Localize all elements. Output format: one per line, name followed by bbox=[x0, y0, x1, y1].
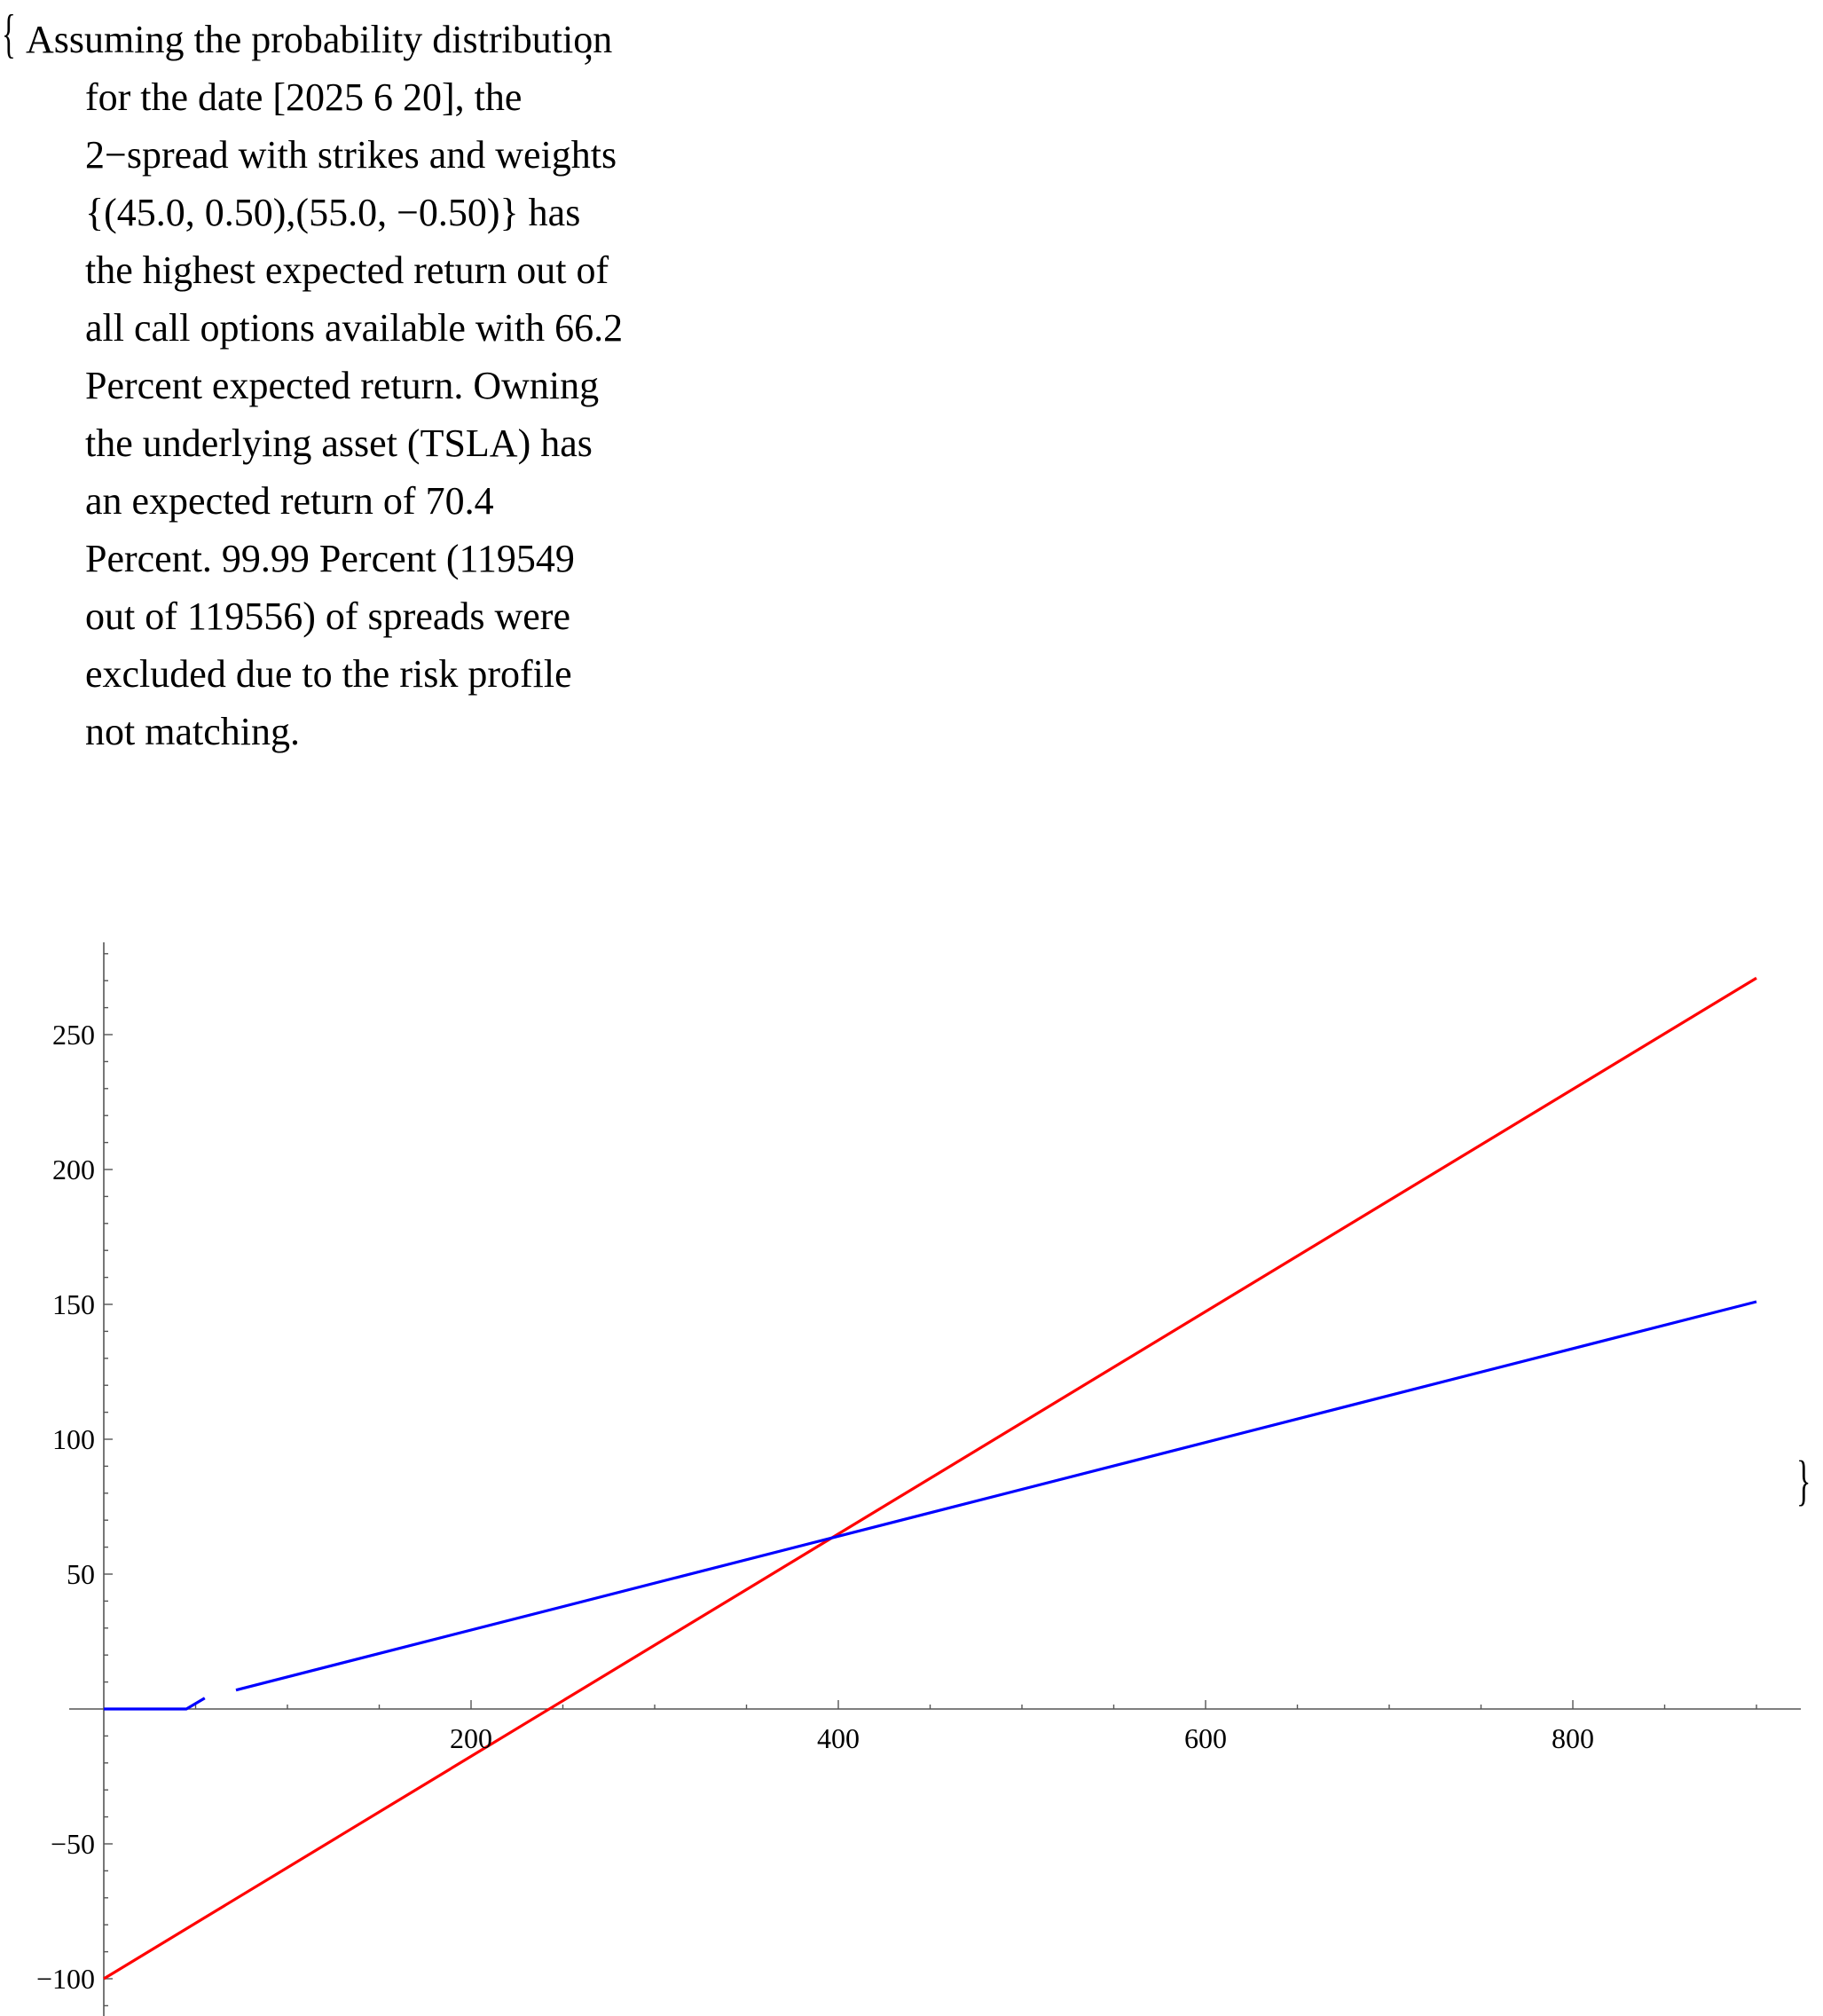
payoff-chart: 200 400 600 800 −100 −50 50 100 150 200 250 bbox=[36, 942, 1801, 2016]
list-separator: , bbox=[584, 24, 593, 67]
series-1-line bbox=[235, 1300, 1757, 1692]
caption-text: Assuming the probability distribution fo… bbox=[26, 18, 624, 753]
y-tick-label: 150 bbox=[52, 1288, 95, 1320]
y-tick-label: 50 bbox=[67, 1558, 95, 1590]
chart-series bbox=[103, 976, 1757, 1981]
caption: Assuming the probability distribution fo… bbox=[26, 11, 623, 760]
open-brace: { bbox=[2, 4, 16, 63]
y-tick-label: 250 bbox=[52, 1019, 95, 1051]
x-tick-label: 800 bbox=[1552, 1722, 1594, 1754]
x-tick-label: 200 bbox=[450, 1722, 492, 1754]
y-tick-label: 200 bbox=[52, 1154, 95, 1185]
close-brace: } bbox=[1796, 1451, 1811, 1511]
series-0-line bbox=[103, 976, 1757, 1981]
y-tick-label: −50 bbox=[51, 1828, 95, 1860]
series-1-line bbox=[104, 1697, 206, 1711]
y-tick-label: 100 bbox=[52, 1423, 95, 1455]
y-tick-label: −100 bbox=[36, 1963, 95, 1995]
x-tick-label: 600 bbox=[1184, 1722, 1227, 1754]
chart-axes bbox=[69, 942, 1801, 2016]
chart-tick-labels: 200 400 600 800 −100 −50 50 100 150 200 250 bbox=[36, 1019, 1594, 1995]
x-tick-label: 400 bbox=[817, 1722, 860, 1754]
